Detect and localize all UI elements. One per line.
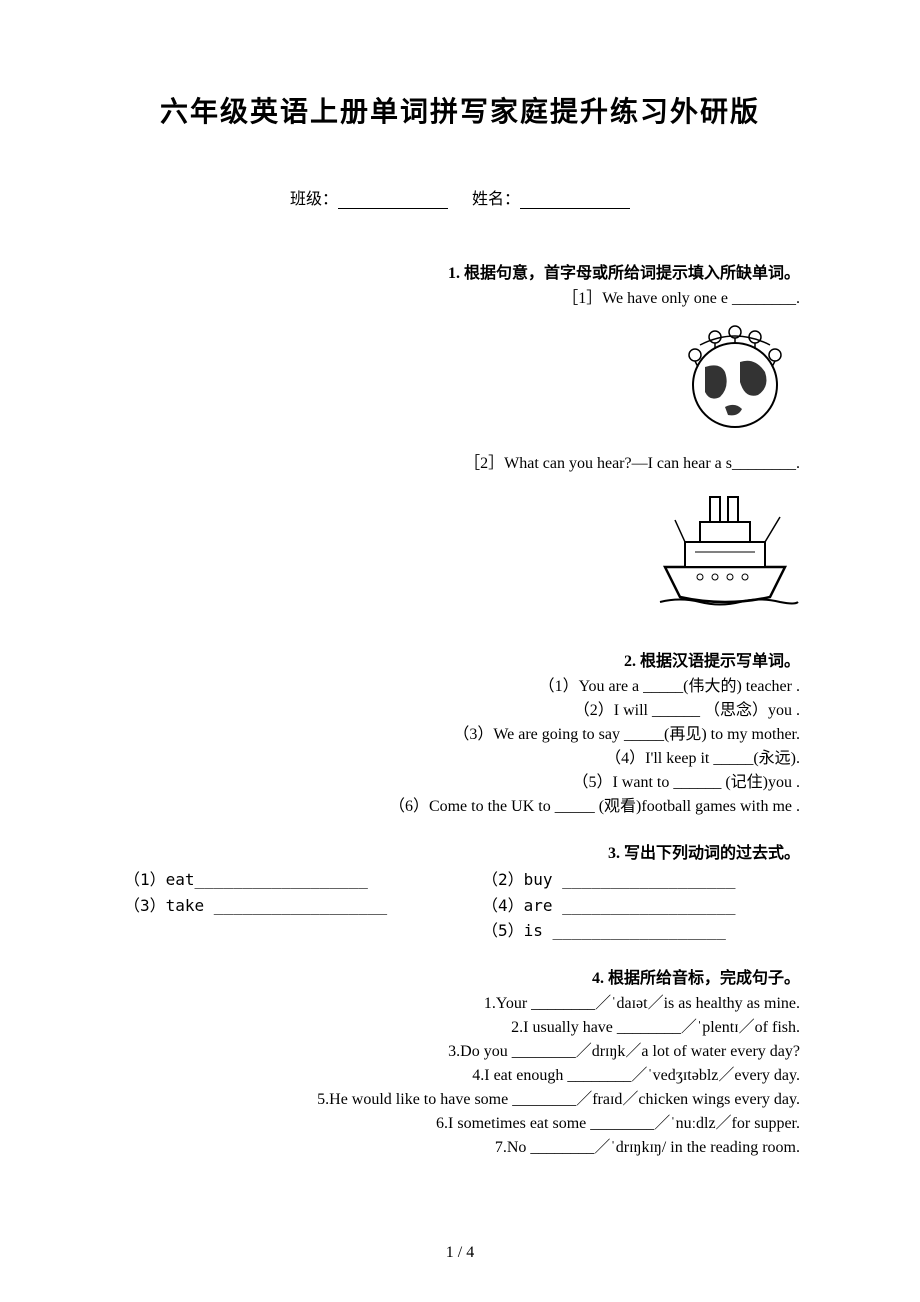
q2-item-3: （3）We are going to say _____(再见) to my m… — [120, 723, 800, 747]
q3-left-col: （1）eat__________________ （3）take _______… — [120, 867, 442, 944]
earth-icon — [670, 317, 800, 437]
q1-image2-wrap — [120, 482, 800, 617]
q4-item-6: 6.I sometimes eat some ________／ˈnuːdlz／… — [120, 1112, 800, 1136]
class-blank — [338, 193, 448, 209]
q3-right-1: （2）buy __________________ — [482, 867, 800, 893]
q4-item-4: 4.I eat enough ________／ˈvedʒɪtəblz／ever… — [120, 1064, 800, 1088]
q4-item-7: 7.No ________／ˈdrɪŋkɪŋ/ in the reading r… — [120, 1136, 800, 1160]
ship-icon — [650, 482, 800, 612]
student-info-line: 班级： 姓名： — [120, 185, 800, 209]
name-label: 姓名： — [472, 191, 520, 208]
q4-heading: 4. 根据所给音标，完成句子。 — [120, 964, 800, 988]
name-blank — [520, 193, 630, 209]
q1-item2: ［2］What can you hear?—I can hear a s____… — [120, 452, 800, 476]
q2-item-5: （5）I want to ______ (记住)you . — [120, 771, 800, 795]
q3-grid: （1）eat__________________ （3）take _______… — [120, 867, 800, 944]
q2-item-6: （6）Come to the UK to _____ (观看)football … — [120, 795, 800, 819]
q3-heading: 3. 写出下列动词的过去式。 — [120, 839, 800, 863]
q4-item-1: 1.Your ________／ˈdaɪət／is as healthy as … — [120, 992, 800, 1016]
q1-item1: ［1］We have only one e ________. — [120, 287, 800, 311]
page-title: 六年级英语上册单词拼写家庭提升练习外研版 — [120, 90, 800, 130]
q3-left-2: （3）take __________________ — [124, 893, 442, 919]
q3-right-3: （5）is __________________ — [482, 918, 800, 944]
q3-right-col: （2）buy __________________ （4）are _______… — [442, 867, 800, 944]
q4-item-5: 5.He would like to have some ________／fr… — [120, 1088, 800, 1112]
q3-left-1: （1）eat__________________ — [124, 867, 442, 893]
q4-item-3: 3.Do you ________／drɪŋk／a lot of water e… — [120, 1040, 800, 1064]
q2-item-4: （4）I'll keep it _____(永远). — [120, 747, 800, 771]
class-label: 班级： — [290, 191, 338, 208]
q4-item-2: 2.I usually have ________／ˈplentɪ／of fis… — [120, 1016, 800, 1040]
q2-heading: 2. 根据汉语提示写单词。 — [120, 647, 800, 671]
q2-item-2: （2）I will ______ （思念）you . — [120, 699, 800, 723]
page-number: 1 / 4 — [0, 1244, 920, 1262]
q2-item-1: （1）You are a _____(伟大的) teacher . — [120, 675, 800, 699]
q3-right-2: （4）are __________________ — [482, 893, 800, 919]
q1-image1-wrap — [120, 317, 800, 442]
q1-heading: 1. 根据句意，首字母或所给词提示填入所缺单词。 — [120, 259, 800, 283]
